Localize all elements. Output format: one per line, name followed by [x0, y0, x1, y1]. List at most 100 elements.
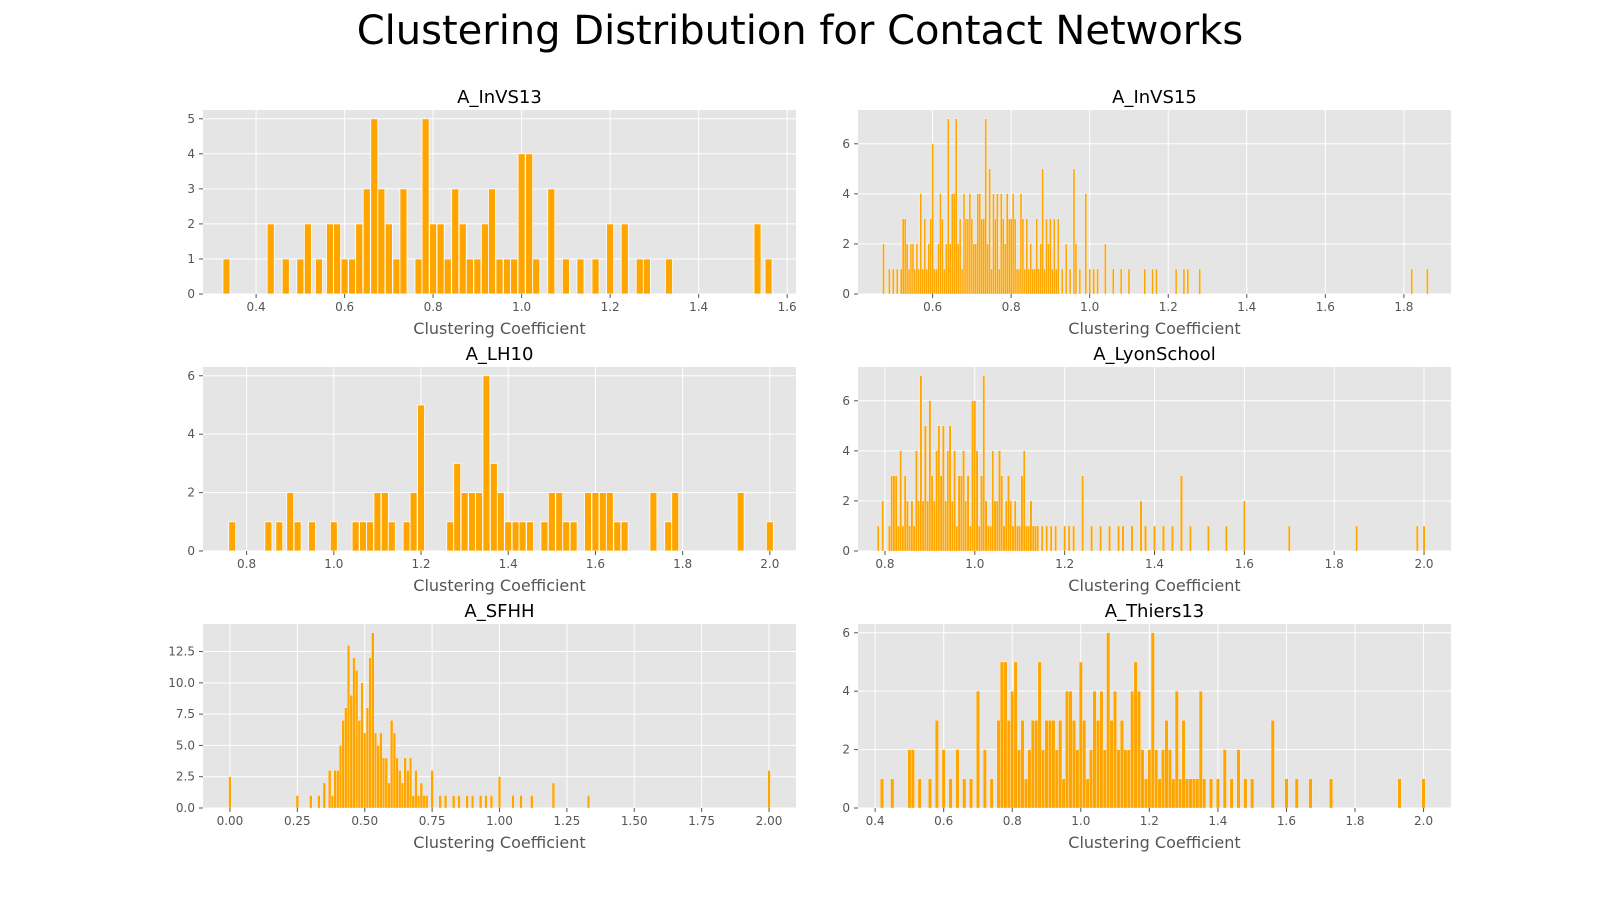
x-tick-label: 1.6	[1316, 300, 1335, 314]
bar	[228, 521, 237, 552]
y-tick-label: 12.5	[168, 645, 195, 659]
x-tick-label: 1.2	[1140, 814, 1159, 828]
bar	[989, 525, 992, 552]
bar	[1139, 500, 1143, 552]
bar	[266, 223, 275, 295]
bar	[903, 218, 907, 295]
bar	[897, 525, 900, 552]
bar	[1186, 268, 1190, 295]
bar	[896, 268, 899, 295]
bar	[1089, 749, 1093, 809]
bar	[1072, 168, 1076, 295]
x-tick-label: 0.75	[419, 814, 446, 828]
y-tick-label: 2	[842, 743, 850, 757]
bar	[919, 375, 923, 552]
bar	[1044, 720, 1049, 809]
x-tick-label: 1.8	[1345, 814, 1364, 828]
bar	[591, 258, 600, 295]
bar	[293, 521, 302, 552]
bar	[1096, 268, 1099, 295]
bar	[1416, 525, 1419, 552]
bar	[966, 475, 970, 552]
bar	[1039, 243, 1042, 295]
bar	[881, 500, 884, 552]
bar	[395, 757, 399, 809]
x-axis-label: Clustering Coefficient	[1068, 833, 1240, 852]
bar	[931, 143, 934, 295]
bar	[894, 475, 898, 552]
x-tick-label: 0.6	[934, 814, 953, 828]
x-tick-label: 0.6	[923, 300, 942, 314]
x-tick-label: 0.8	[1002, 300, 1021, 314]
bar	[974, 243, 977, 295]
figure-title: Clustering Distribution for Contact Netw…	[356, 8, 1244, 54]
bar	[452, 795, 456, 809]
bar	[598, 492, 607, 552]
bar	[765, 521, 774, 552]
bar	[281, 258, 290, 295]
bar	[1010, 691, 1015, 809]
bar	[489, 795, 493, 809]
bar	[930, 475, 934, 552]
x-tick-label: 1.4	[1208, 814, 1227, 828]
bar	[888, 268, 891, 295]
bar	[969, 778, 973, 809]
bar	[910, 500, 914, 552]
bar	[1000, 475, 1004, 552]
bar	[1065, 243, 1068, 295]
bar	[968, 193, 972, 295]
bar	[591, 492, 600, 552]
bar	[1250, 778, 1255, 809]
bar	[329, 521, 338, 552]
x-tick-label: 2.0	[760, 557, 779, 571]
x-tick-label: 1.75	[688, 814, 715, 828]
bar	[1037, 661, 1042, 809]
bar	[1188, 778, 1193, 809]
bar	[417, 404, 425, 552]
y-tick-label: 2	[842, 237, 850, 251]
bar	[357, 720, 361, 809]
bar	[228, 776, 232, 809]
bar	[1099, 691, 1104, 809]
bar	[1000, 193, 1003, 295]
bar	[1243, 500, 1246, 552]
bar	[1127, 268, 1131, 295]
bar	[436, 223, 445, 295]
bar	[995, 500, 999, 552]
x-tick-label: 0.6	[335, 300, 354, 314]
bar	[1027, 268, 1030, 295]
bar	[1010, 218, 1013, 295]
bar	[336, 770, 340, 809]
bar	[330, 795, 334, 809]
chart-panel-0: 0.4 0.6 0.8 1.0 1.2 1.4 1.6 0 1 2 3 4 5 A_InVS13 Clust…	[187, 87, 796, 338]
bar	[384, 757, 388, 809]
bar	[547, 492, 556, 552]
bar	[994, 218, 997, 295]
bar	[924, 425, 927, 552]
bar	[1030, 720, 1035, 809]
bar	[1090, 525, 1093, 552]
bar	[586, 795, 590, 809]
bar	[1051, 720, 1056, 809]
x-tick-label: 0.8	[875, 557, 894, 571]
bar	[1108, 525, 1111, 552]
bar	[1072, 525, 1075, 552]
y-tick-label: 0	[842, 801, 850, 815]
bar	[915, 243, 919, 295]
bar	[960, 268, 964, 295]
bar	[1174, 691, 1179, 809]
bar	[475, 492, 483, 552]
chart-panel-2: 0.8 1.0 1.2 1.4 1.6 1.8 2.0 0 2 4 6 A_LH10 Clusterin…	[187, 344, 796, 595]
bar	[908, 525, 911, 552]
bar	[1058, 720, 1063, 809]
bar	[384, 223, 393, 295]
y-tick-label: 2.5	[176, 770, 195, 784]
bar	[993, 500, 997, 552]
bar	[912, 525, 916, 552]
bar	[962, 193, 966, 295]
bar	[368, 657, 372, 809]
bar	[1426, 268, 1429, 295]
x-tick-label: 0.8	[237, 557, 256, 571]
bar	[1216, 778, 1220, 809]
bar	[1153, 525, 1156, 552]
